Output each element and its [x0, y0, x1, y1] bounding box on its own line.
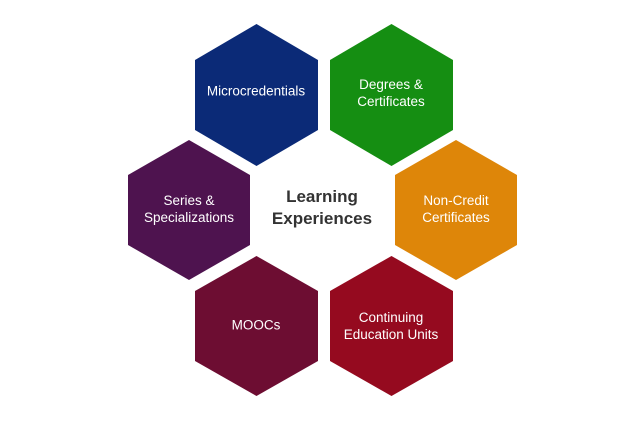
hex-degrees-certificates	[330, 24, 453, 166]
label-non-credit-certificates: Non-Credit Certificates	[422, 193, 490, 225]
hex-continuing-education-units	[330, 256, 453, 396]
hex-shape-series-specializations	[128, 140, 250, 280]
hex-series-specializations	[128, 140, 250, 280]
hex-microcredentials	[195, 24, 318, 166]
hex-shape-continuing-education-units	[330, 256, 453, 396]
hex-shape-non-credit-certificates	[395, 140, 517, 280]
hex-moocs	[195, 256, 318, 396]
hex-non-credit-certificates	[395, 140, 517, 280]
label-series-specializations: Series & Specializations	[143, 193, 235, 225]
label-continuing-education-units: Continuing Education Units	[343, 310, 439, 342]
hex-shape-degrees-certificates	[330, 24, 453, 166]
label-moocs: MOOCs	[231, 317, 281, 333]
label-degrees-certificates: Degrees & Certificates	[357, 77, 425, 109]
hex-shape-microcredentials	[195, 24, 318, 166]
label-microcredentials: Microcredentials	[206, 83, 306, 99]
center-title: Learning Experiences	[271, 187, 373, 228]
hex-shape-moocs	[195, 256, 318, 396]
